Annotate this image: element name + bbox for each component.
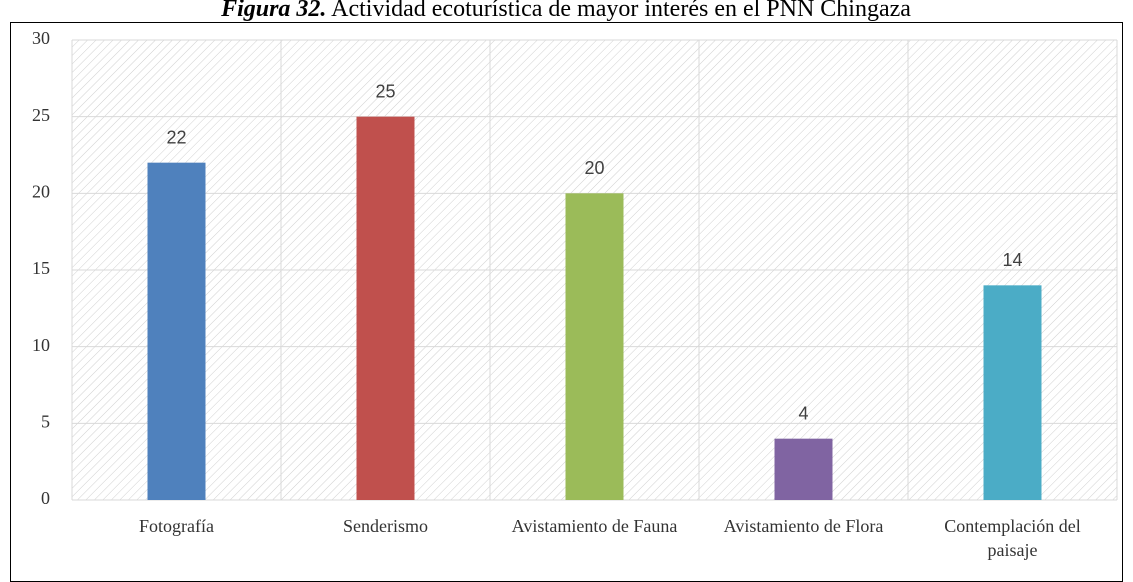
y-tick-label: 15 xyxy=(32,258,50,278)
bar xyxy=(983,285,1042,500)
title-text: Actividad ecoturística de mayor interés … xyxy=(331,0,911,22)
y-tick-label: 5 xyxy=(41,411,50,431)
data-label: 22 xyxy=(166,127,186,147)
x-tick-label: Contemplación del paisaje xyxy=(944,516,1081,560)
y-tick-label: 0 xyxy=(41,488,50,508)
y-tick-label: 10 xyxy=(32,335,50,355)
bar xyxy=(147,162,206,500)
data-label: 20 xyxy=(584,158,604,178)
title-label: Figura 32. xyxy=(220,0,326,22)
data-label: 4 xyxy=(798,403,808,423)
x-tick-label: Senderismo xyxy=(343,516,428,536)
chart-title: Figura 32. Actividad ecoturística de may… xyxy=(220,0,911,22)
x-tick-label: Fotografía xyxy=(139,516,214,536)
y-tick-label: 30 xyxy=(32,28,50,48)
y-tick-label: 20 xyxy=(32,181,50,201)
y-tick-label: 25 xyxy=(32,105,50,125)
x-tick-label: Avistamiento de Flora xyxy=(723,516,884,536)
data-label: 25 xyxy=(375,81,395,101)
bar xyxy=(565,193,624,501)
bar xyxy=(774,438,833,500)
bar xyxy=(356,116,415,501)
x-tick-label: Avistamiento de Fauna xyxy=(511,516,678,536)
data-label: 14 xyxy=(1002,250,1022,270)
